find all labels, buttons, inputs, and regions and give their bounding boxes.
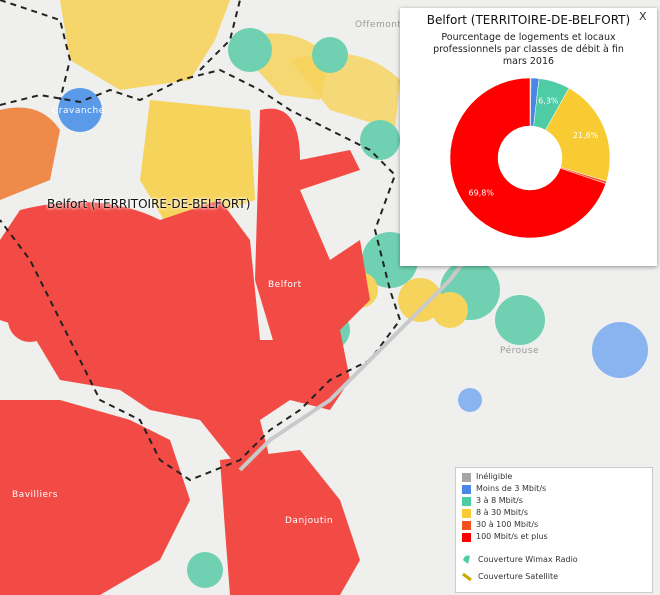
close-button[interactable]: X <box>639 10 647 23</box>
pie-slice <box>545 87 611 182</box>
legend-swatch <box>462 521 471 530</box>
legend-swatch <box>462 485 471 494</box>
legend-label: 30 à 100 Mbit/s <box>476 520 539 529</box>
place-label: Pérouse <box>500 346 540 356</box>
road <box>238 198 512 472</box>
place-label: Danjoutin <box>285 516 334 526</box>
legend-swatch <box>462 533 471 542</box>
place-label: Bavilliers <box>12 490 58 500</box>
boundary <box>199 0 241 71</box>
wimax-icon <box>463 555 470 564</box>
popup: X Belfort (TERRITOIRE-DE-BELFORT) Pource… <box>400 8 657 266</box>
legend-swatches <box>462 473 472 582</box>
place-label: Offemont <box>355 20 402 30</box>
value-label: 6,3% <box>538 96 559 105</box>
legend-label: 8 à 30 Mbit/s <box>476 508 529 517</box>
legend-label: Moins de 3 Mbit/s <box>476 484 547 493</box>
popup-title: Belfort (TERRITOIRE-DE-BELFORT) <box>426 13 631 27</box>
satellite-icon <box>462 572 472 582</box>
legend-label: Couverture Satellite <box>478 572 559 581</box>
value-label: 69,8% <box>469 188 495 197</box>
value-label: 21,6% <box>573 131 599 140</box>
pie-slice <box>449 77 607 239</box>
legend-label: 3 à 8 Mbit/s <box>476 496 523 505</box>
legend-label: Inéligible <box>476 472 513 481</box>
place-label: Cravanche <box>52 106 105 116</box>
region-label: Belfort (TERRITOIRE-DE-BELFORT) <box>47 197 251 211</box>
legend-swatch <box>462 509 471 518</box>
legend-swatch <box>462 473 471 482</box>
boundary <box>0 0 72 101</box>
legend-swatch <box>462 497 471 506</box>
donut-chart: 6,3% 21,6% 69,8% <box>449 77 611 239</box>
chart-subtitle: Pourcentage de logements et locaux profe… <box>433 32 624 67</box>
legend-label: Couverture Wimax Radio <box>478 555 578 564</box>
boundary <box>0 68 402 482</box>
place-label: Belfort <box>268 280 302 290</box>
legend-label: 100 Mbit/s et plus <box>476 532 548 541</box>
legend: Couverture Wimax Radio Couverture Satell… <box>455 467 653 593</box>
